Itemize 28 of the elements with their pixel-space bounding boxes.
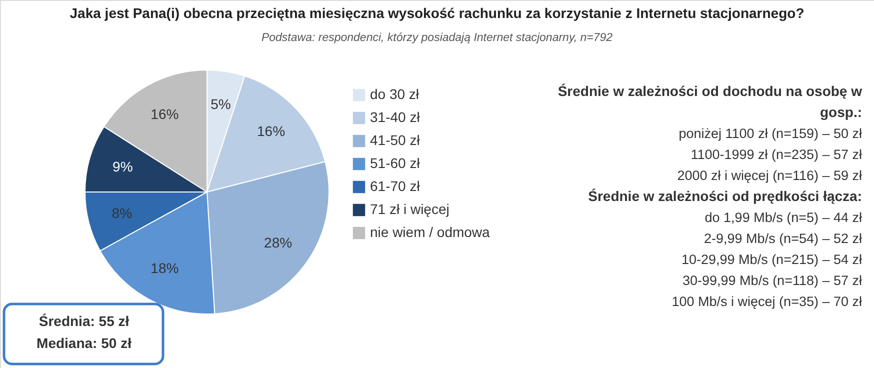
text: 2000 zł i więcej (n=116) – 59 zł: [677, 168, 862, 183]
text: 100 Mb/s i więcej (n=35) – 70 zł: [672, 294, 862, 309]
text: 30-99,99 Mb/s (n=118) – 57 zł: [682, 273, 862, 288]
text: poniżej 1100 zł (n=159) – 50 zł: [678, 126, 862, 141]
text: Mediana: 50 zł: [36, 335, 132, 351]
data-label: 16%: [150, 106, 179, 122]
legend-label: nie wiem / odmowa: [370, 224, 490, 240]
data-label: 16%: [257, 122, 286, 139]
data-label: 28%: [264, 234, 292, 251]
data-label: 9%: [112, 158, 133, 174]
data-label: 5%: [210, 96, 231, 112]
text: 2-9,99 Mb/s (n=54) – 52 zł: [704, 231, 862, 246]
data-label: 18%: [150, 260, 179, 276]
text: 10-29,99 Mb/s (n=215) – 54 zł: [682, 252, 862, 267]
chart-subtitle: Podstawa: respondenci, którzy posiadają Internet stacjonarny, n=792: [261, 32, 614, 44]
text: Średnie w zależności od prędkości łącza:: [588, 188, 862, 204]
legend-label: 71 zł i więcej: [370, 201, 450, 217]
text: Średnie w zależności od dochodu na osobę w gosp.:: [558, 83, 862, 120]
data-label: 8%: [112, 204, 132, 221]
legend-label: 51-60 zł: [370, 155, 421, 171]
legend-label: 31-40 zł: [370, 109, 421, 125]
legend-label: 41-50 zł: [370, 132, 421, 148]
text: Średnia: 55 zł: [38, 313, 130, 329]
chart-title: Jaka jest Pana(i) obecna przeciętna miesięczna wysokość rachunku za korzystanie z Internetu stacjonarnego?: [70, 5, 804, 21]
text: do 1,99 Mb/s (n=5) – 44 zł: [704, 210, 862, 225]
legend-label: do 30 zł: [370, 86, 420, 102]
text: 1100-1999 zł (n=235) – 57 zł: [690, 147, 862, 162]
legend-label: 61-70 zł: [370, 178, 421, 194]
